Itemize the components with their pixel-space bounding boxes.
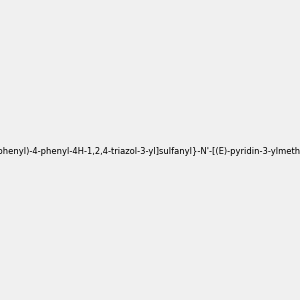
- Text: 2-{[5-(3,4-dimethoxyphenyl)-4-phenyl-4H-1,2,4-triazol-3-yl]sulfanyl}-N'-[(E)-pyr: 2-{[5-(3,4-dimethoxyphenyl)-4-phenyl-4H-…: [0, 147, 300, 156]
